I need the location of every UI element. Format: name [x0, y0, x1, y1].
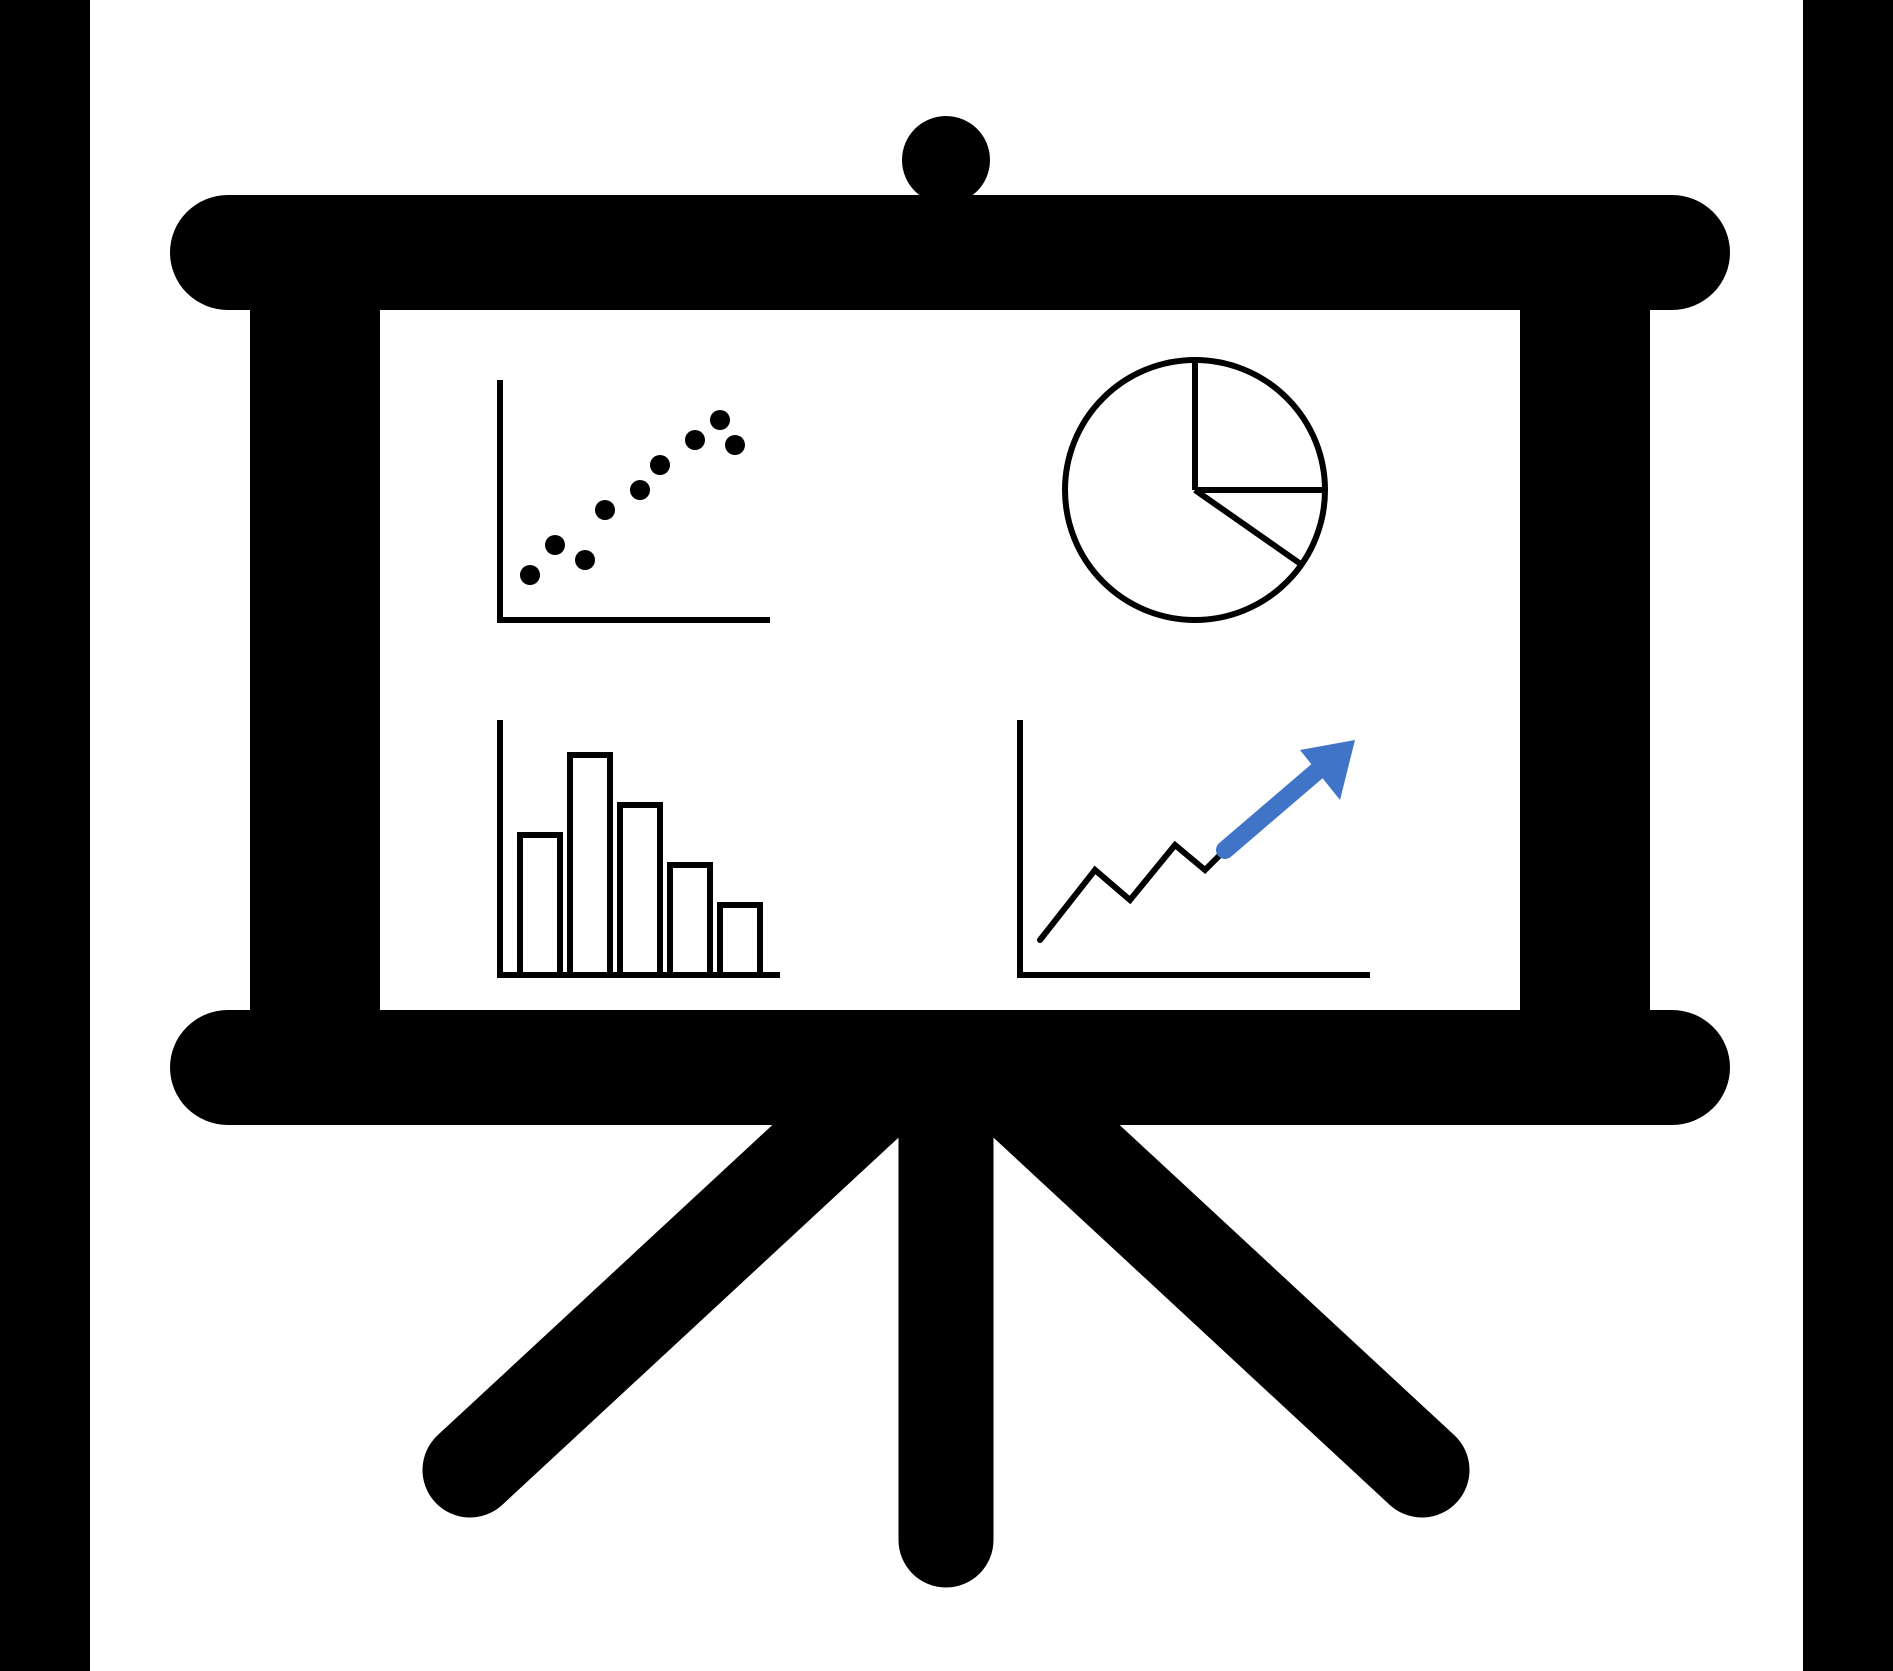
easel-knob [902, 116, 990, 204]
presentation-easel-illustration [0, 0, 1893, 1671]
board-screen [380, 310, 1520, 1010]
left-border [0, 0, 90, 1671]
easel-top-bar [170, 195, 1730, 310]
easel-bottom-bar [170, 1010, 1730, 1125]
right-border [1803, 0, 1893, 1671]
